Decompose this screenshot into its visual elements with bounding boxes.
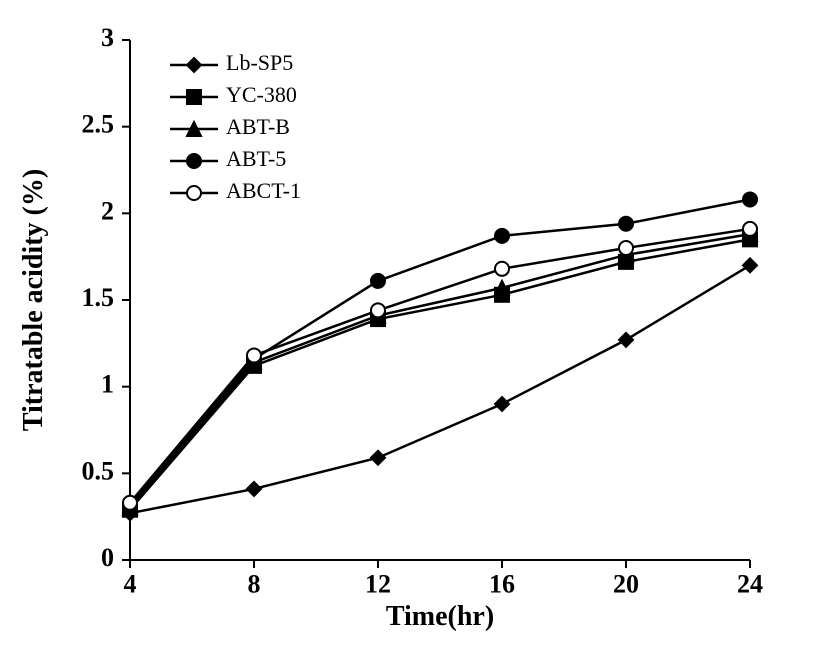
legend-label: YC-380 bbox=[226, 82, 297, 107]
marker-circle-open bbox=[247, 348, 261, 362]
marker-circle-filled bbox=[371, 274, 385, 288]
y-tick-label: 0.5 bbox=[82, 456, 115, 485]
marker-circle-open bbox=[619, 241, 633, 255]
y-tick-label: 0 bbox=[101, 543, 114, 572]
legend-label: Lb-SP5 bbox=[226, 50, 293, 75]
marker-square bbox=[187, 90, 201, 104]
y-tick-label: 1 bbox=[101, 370, 114, 399]
marker-circle-open bbox=[495, 262, 509, 276]
legend-label: ABT-5 bbox=[226, 146, 286, 171]
marker-circle-open bbox=[187, 186, 201, 200]
x-tick-label: 20 bbox=[613, 570, 639, 599]
legend-label: ABT-B bbox=[226, 114, 290, 139]
marker-circle-open bbox=[743, 222, 757, 236]
y-tick-label: 3 bbox=[101, 23, 114, 52]
y-tick-label: 2 bbox=[101, 196, 114, 225]
y-axis-label: Titratable acidity (%) bbox=[18, 169, 49, 431]
x-tick-label: 16 bbox=[489, 570, 515, 599]
legend-label: ABCT-1 bbox=[226, 178, 301, 203]
marker-circle-open bbox=[371, 303, 385, 317]
x-tick-label: 4 bbox=[124, 570, 137, 599]
x-tick-label: 24 bbox=[737, 570, 763, 599]
marker-circle-filled bbox=[495, 229, 509, 243]
x-tick-label: 12 bbox=[365, 570, 391, 599]
marker-circle-open bbox=[123, 496, 137, 510]
marker-circle-filled bbox=[743, 192, 757, 206]
chart-container: 0 0.5 1 1.5 2 2.5 3 4 8 12 16 20 24 Titratable acidit… bbox=[0, 0, 827, 669]
x-axis-label: Time(hr) bbox=[386, 601, 494, 632]
marker-circle-filled bbox=[187, 154, 201, 168]
x-tick-label: 8 bbox=[248, 570, 261, 599]
chart-bg bbox=[0, 0, 827, 669]
y-tick-label: 1.5 bbox=[82, 283, 115, 312]
y-tick-label: 2.5 bbox=[82, 110, 115, 139]
marker-circle-filled bbox=[619, 217, 633, 231]
chart-svg: 0 0.5 1 1.5 2 2.5 3 4 8 12 16 20 24 Titratable acidit… bbox=[0, 0, 827, 669]
